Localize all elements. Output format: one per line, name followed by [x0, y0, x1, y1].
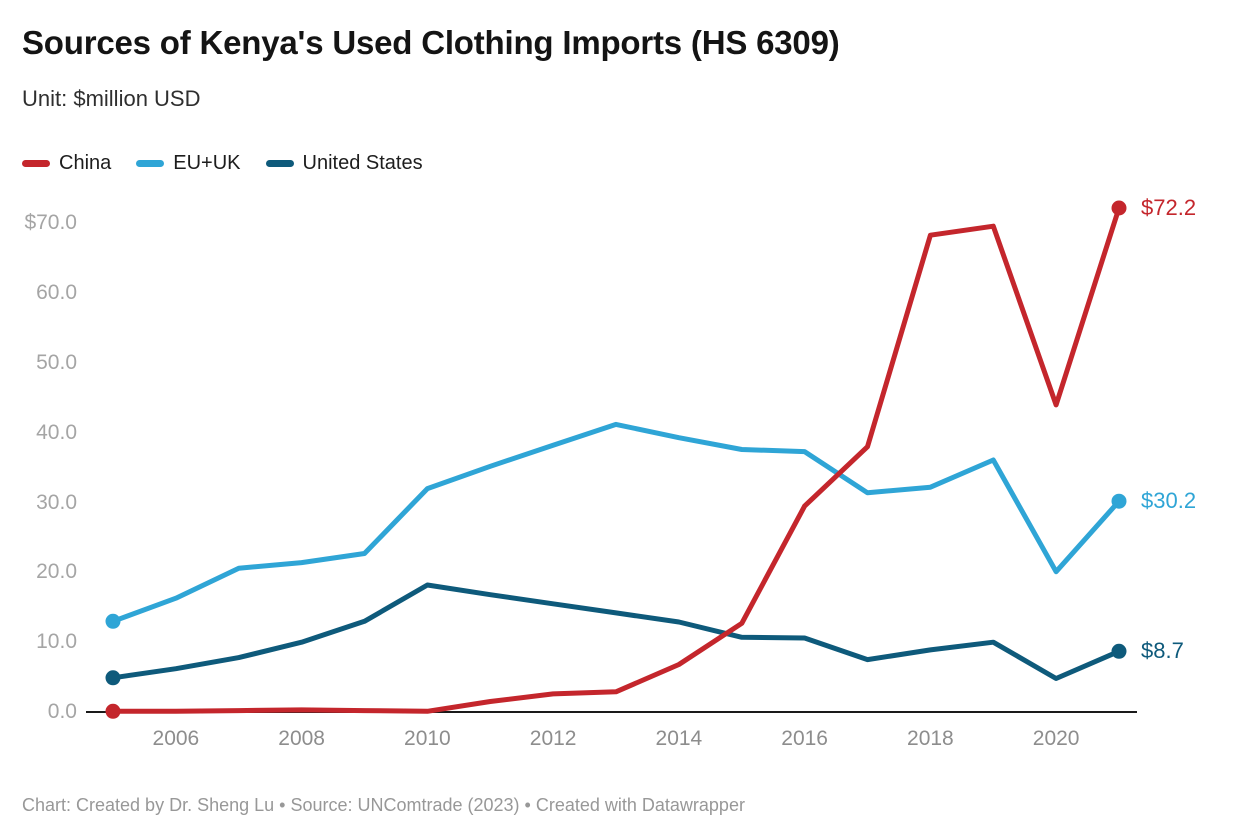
data-point-dot-china-start[interactable] [105, 703, 121, 719]
value-label-united-states: $8.7 [1141, 638, 1184, 664]
legend-swatch-eu-uk [136, 159, 165, 167]
value-label-eu-uk: $30.2 [1141, 488, 1197, 514]
y-tick-label-20: 20.0 [36, 560, 77, 584]
x-tick-label-2020: 2020 [1032, 727, 1080, 750]
legend: China EU+UK United States [22, 153, 423, 173]
y-tick-label-30: 30.0 [36, 490, 77, 514]
data-point-dot-united-states-end[interactable] [1111, 643, 1127, 659]
value-label-china: $72.2 [1141, 195, 1197, 220]
page-title: Sources of Kenya's Used Clothing Imports… [22, 24, 840, 61]
legend-swatch-united-states [265, 159, 294, 167]
x-tick-label-2006: 2006 [152, 727, 200, 750]
x-tick-label-2018: 2018 [907, 727, 954, 750]
legend-label-eu-uk: EU+UK [173, 152, 241, 174]
series-line-china[interactable] [110, 205, 1122, 714]
data-point-dot-eu-uk-start[interactable] [105, 613, 121, 629]
y-tick-label-10: 10.0 [36, 630, 77, 654]
legend-label-china: China [59, 152, 112, 174]
x-tick-label-2012: 2012 [529, 727, 577, 750]
legend-item-eu-uk: EU+UK [136, 152, 241, 174]
data-point-dot-china-end[interactable] [1111, 200, 1127, 216]
x-tick-label-2014: 2014 [655, 727, 703, 750]
legend-item-united-states: United States [265, 152, 423, 174]
y-tick-label-70: $70.0 [24, 211, 77, 235]
legend-item-china: China [22, 153, 111, 173]
y-tick-label-0: 0.0 [47, 700, 77, 723]
legend-label-united-states: United States [302, 152, 423, 174]
legend-swatch-china [22, 159, 50, 167]
footer-credit: Chart: Created by Dr. Sheng Lu • Source:… [22, 795, 745, 815]
x-tick-label-2008: 2008 [278, 727, 325, 750]
y-tick-label-60: 60.0 [36, 281, 77, 305]
y-tick-label-50: 50.0 [36, 350, 77, 374]
x-tick-label-2016: 2016 [781, 727, 828, 750]
y-tick-label-40: 40.0 [36, 420, 77, 444]
series-line-eu-uk[interactable] [110, 421, 1122, 624]
data-point-dot-united-states-start[interactable] [105, 670, 121, 686]
series-line-united-states[interactable] [110, 582, 1122, 681]
x-tick-label-2010: 2010 [404, 727, 451, 750]
chart-subtitle: Unit: $million USD [22, 86, 201, 111]
data-point-dot-eu-uk-end[interactable] [1111, 493, 1127, 509]
